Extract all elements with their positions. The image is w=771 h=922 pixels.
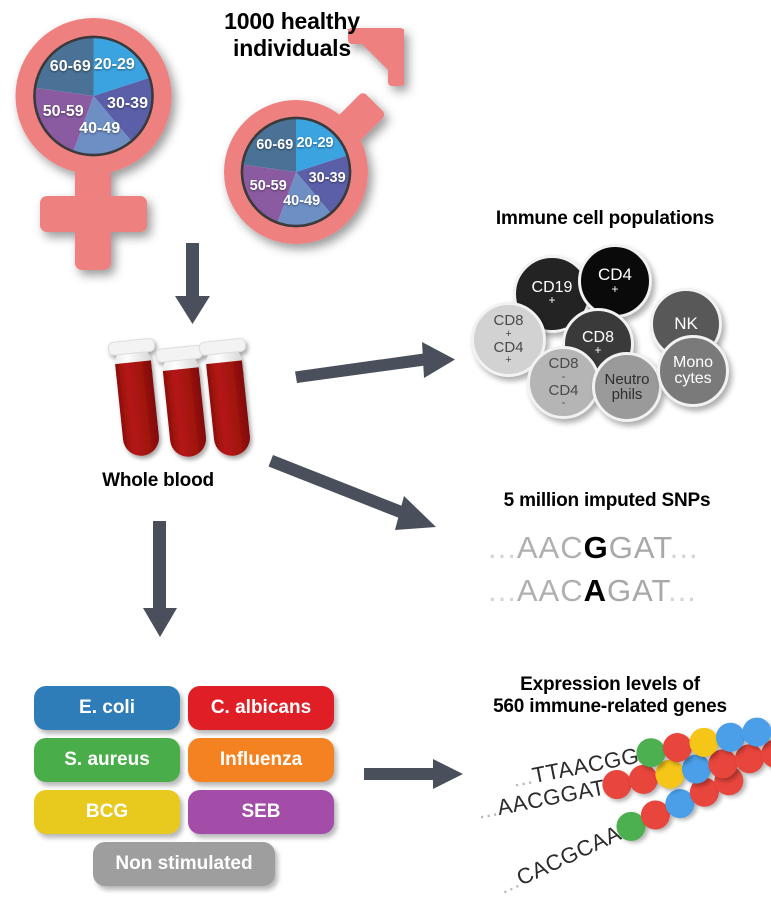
stimulation-box-c-albicans[interactable]: C. albicans <box>188 686 334 730</box>
stimulation-box-s-aureus[interactable]: S. aureus <box>34 738 180 782</box>
pie-label-20-29: 20-29 <box>296 134 334 151</box>
pie-label-60-69: 60-69 <box>256 136 294 153</box>
immune-cell-cd8-cd4: CD8- CD4- <box>527 346 600 419</box>
label-whole-blood: Whole blood <box>102 470 214 491</box>
pie-slice-20-29 <box>296 118 348 172</box>
pie-label-40-49: 40-49 <box>283 192 321 209</box>
immune-cell-cd4: CD4 + <box>578 244 652 318</box>
pie-label-50-59: 50-59 <box>249 177 287 194</box>
stimulation-box-e-coli[interactable]: E. coli <box>34 686 180 730</box>
pie-slice-50-59 <box>34 87 94 152</box>
stimulation-row: E. coli C. albicans <box>34 686 334 730</box>
pie-slice-30-39 <box>93 77 153 142</box>
section-title-immune-cells: Immune cell populations <box>495 208 715 229</box>
page-title-cohort: 1000 healthy individuals <box>224 8 360 62</box>
pie-label-30-39: 30-39 <box>308 169 346 186</box>
pie-slice-30-39 <box>296 155 350 214</box>
stimulation-condition-grid: E. coli C. albicans S. aureus Influenza BCG S… <box>34 686 334 894</box>
male-age-pie <box>240 116 352 228</box>
immune-cell-neutrophils: Neutro phils <box>592 352 662 422</box>
arrow-blood-to-immune <box>295 342 455 383</box>
snp-sequence-1: ...AACGGAT... <box>488 530 699 565</box>
section-title-snps: 5 million imputed SNPs <box>503 490 711 511</box>
arrow-cohort-to-blood <box>175 243 210 324</box>
stimulation-row: S. aureus Influenza <box>34 738 334 782</box>
arrow-blood-to-stimulation <box>143 521 177 637</box>
immune-cell-monocytes: Mono cytes <box>657 335 729 407</box>
pie-slice-60-69 <box>35 37 94 96</box>
stimulation-row: BCG SEB <box>34 790 334 834</box>
stimulation-box-seb[interactable]: SEB <box>188 790 334 834</box>
pie-slice-20-29 <box>93 37 150 96</box>
stimulation-box-bcg[interactable]: BCG <box>34 790 180 834</box>
pie-slice-40-49 <box>277 172 331 226</box>
pie-label-50-59: 50-59 <box>42 103 84 121</box>
female-age-pie <box>33 35 154 157</box>
arrow-blood-to-snp <box>268 455 436 530</box>
pie-label-40-49: 40-49 <box>79 119 121 137</box>
pie-label-20-29: 20-29 <box>93 56 135 74</box>
pie-label-30-39: 30-39 <box>107 94 148 112</box>
pie-slice-50-59 <box>241 164 296 223</box>
section-title-expression: Expression levels of 560 immune-related g… <box>493 674 727 718</box>
blood-tubes <box>107 337 250 457</box>
stimulation-box-influenza[interactable]: Influenza <box>188 738 334 782</box>
stimulation-box-non-stimulated[interactable]: Non stimulated <box>93 842 275 886</box>
pie-label-60-69: 60-69 <box>49 58 91 76</box>
pie-slice-40-49 <box>73 96 132 155</box>
pie-slice-60-69 <box>242 118 296 172</box>
stimulation-row: Non stimulated <box>34 842 334 886</box>
gene-bead <box>739 715 771 750</box>
snp-sequence-2: ...AACAGAT... <box>488 573 697 608</box>
arrow-stimulation-to-expression <box>364 759 463 789</box>
